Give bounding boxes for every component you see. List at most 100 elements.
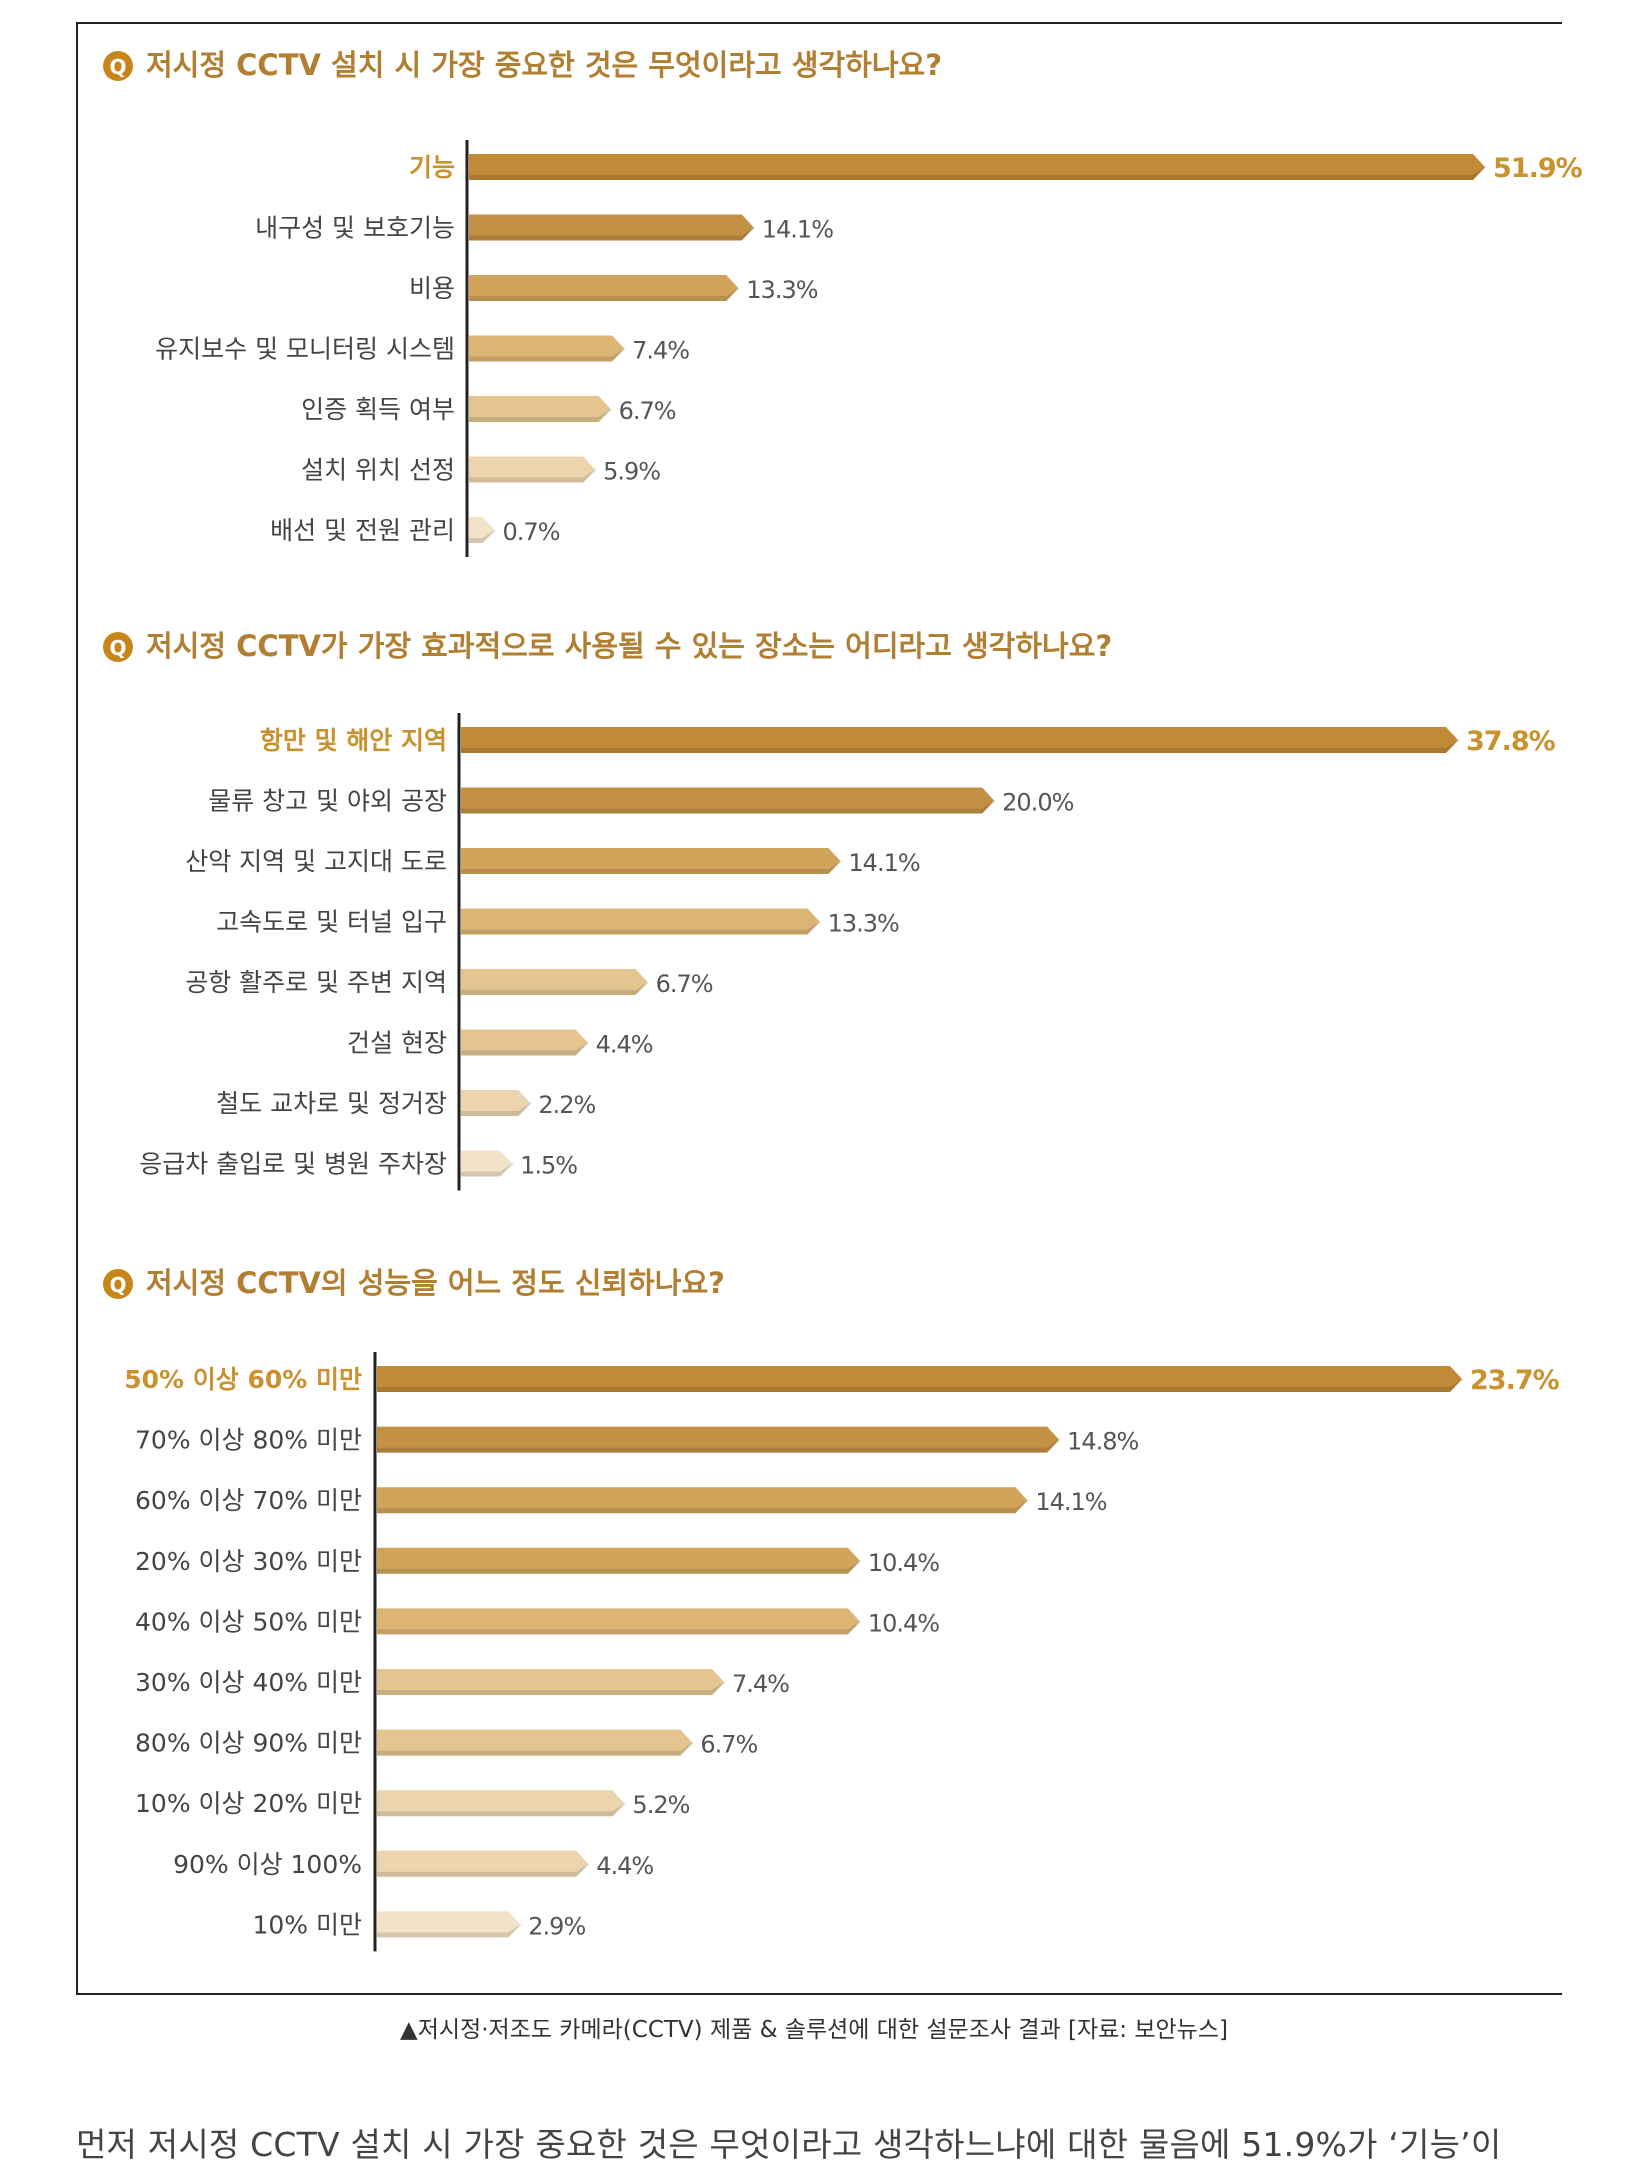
- bar-shadow: [469, 348, 627, 362]
- category-label: 인증 획득 여부: [301, 395, 455, 424]
- bar-shadow: [461, 800, 997, 814]
- value-label: 7.4%: [632, 337, 689, 365]
- category-label: 60% 이상 70% 미만: [135, 1486, 362, 1515]
- bar: [461, 727, 1458, 753]
- value-label: 5.2%: [632, 1791, 689, 1819]
- value-label: 6.7%: [700, 1731, 757, 1759]
- bar: [461, 1090, 531, 1116]
- bar-shadow: [461, 740, 1460, 753]
- q-circle-icon: [103, 632, 133, 662]
- category-label: 건설 현장: [347, 1029, 447, 1058]
- bar-shadow: [377, 1803, 627, 1817]
- bar: [377, 1669, 725, 1695]
- bar-shadow: [377, 1924, 523, 1938]
- bar-shadow: [377, 1500, 1030, 1514]
- bar: [469, 275, 739, 301]
- category-label: 응급차 출입로 및 병원 주차장: [139, 1150, 447, 1179]
- bar: [461, 969, 648, 995]
- bar-shadow: [469, 227, 756, 241]
- value-label: 23.7%: [1470, 1365, 1560, 1396]
- bar-shadow: [469, 167, 1487, 180]
- bar: [469, 456, 596, 483]
- survey-charts: Q 저시정 CCTV 설치 시 가장 중요한 것은 무엇이라고 생각하나요? 기능 5…: [103, 48, 1584, 1952]
- value-label: 5.9%: [603, 458, 660, 486]
- q-icon-letter: Q: [109, 55, 126, 79]
- bar: [461, 787, 995, 814]
- category-label: 20% 이상 30% 미만: [135, 1547, 362, 1576]
- bar: [377, 1426, 1060, 1453]
- bar-shadow: [377, 1682, 727, 1695]
- category-label: 40% 이상 50% 미만: [135, 1607, 362, 1636]
- category-label: 50% 이상 60% 미만: [124, 1365, 362, 1394]
- chart-title: 저시정 CCTV의 성능을 어느 정도 신뢰하나요?: [146, 1266, 725, 1300]
- bar-shadow: [377, 1863, 591, 1877]
- value-label: 14.1%: [848, 849, 919, 877]
- category-label: 항만 및 해안 지역: [260, 726, 447, 755]
- category-label: 유지보수 및 모니터링 시스템: [155, 335, 455, 364]
- value-label: 13.3%: [746, 276, 817, 304]
- bar-shadow: [377, 1560, 862, 1574]
- bar: [377, 1729, 693, 1756]
- bar: [377, 1366, 1462, 1392]
- bar-shadow: [469, 469, 598, 483]
- category-label: 기능: [409, 153, 455, 182]
- article-body-text: 먼저 저시정 CCTV 설치 시 가장 중요한 것은 무엇이라고 생각하느냐에 …: [76, 2125, 1502, 2164]
- bar-shadow: [461, 1163, 515, 1177]
- bar: [377, 1608, 860, 1635]
- bar: [461, 1150, 513, 1177]
- bar: [377, 1487, 1028, 1514]
- value-label: 4.4%: [596, 1852, 653, 1880]
- figure-frame: [76, 22, 1562, 1995]
- q-icon-letter: Q: [109, 636, 126, 660]
- value-label: 2.2%: [538, 1091, 595, 1119]
- category-label: 내구성 및 보호기능: [255, 214, 455, 243]
- category-label: 80% 이상 90% 미만: [135, 1729, 362, 1758]
- category-label: 비용: [409, 274, 455, 303]
- value-label: 10.4%: [868, 1609, 939, 1637]
- value-label: 14.8%: [1067, 1428, 1138, 1456]
- chart-title: 저시정 CCTV 설치 시 가장 중요한 것은 무엇이라고 생각하나요?: [146, 48, 942, 82]
- value-label: 0.7%: [503, 518, 560, 546]
- category-label: 10% 미만: [252, 1910, 362, 1939]
- category-label: 고속도로 및 터널 입구: [216, 908, 447, 937]
- category-label: 물류 창고 및 야외 공장: [208, 787, 447, 816]
- chart-title: 저시정 CCTV가 가장 효과적으로 사용될 수 있는 장소는 어디라고 생각하…: [146, 629, 1112, 663]
- bar-shadow: [461, 982, 650, 995]
- bar: [377, 1790, 625, 1817]
- q-circle-icon: [103, 51, 133, 81]
- q-circle-icon: [103, 1269, 133, 1299]
- bar-shadow: [461, 921, 822, 935]
- category-label: 산악 지역 및 고지대 도로: [185, 847, 447, 876]
- value-label: 6.7%: [656, 970, 713, 998]
- category-label: 배선 및 전원 관리: [270, 516, 455, 545]
- bar-shadow: [377, 1742, 695, 1756]
- bar-shadow: [469, 409, 613, 422]
- bar-shadow: [377, 1379, 1464, 1392]
- value-label: 37.8%: [1466, 726, 1556, 757]
- value-label: 20.0%: [1002, 789, 1073, 817]
- category-label: 30% 이상 40% 미만: [135, 1668, 362, 1697]
- bar-shadow: [377, 1621, 862, 1635]
- value-label: 1.5%: [520, 1152, 577, 1180]
- bar: [377, 1547, 860, 1574]
- value-label: 14.1%: [762, 216, 833, 244]
- bar-shadow: [469, 288, 741, 301]
- bar-shadow: [461, 1042, 590, 1056]
- value-label: 2.9%: [528, 1912, 585, 1940]
- bar-shadow: [377, 1439, 1062, 1453]
- category-label: 공항 활주로 및 주변 지역: [185, 968, 447, 997]
- bar: [469, 335, 625, 362]
- value-label: 13.3%: [828, 910, 899, 938]
- category-label: 설치 위치 선정: [301, 456, 455, 485]
- category-label: 철도 교차로 및 정거장: [216, 1089, 447, 1118]
- category-label: 10% 이상 20% 미만: [135, 1789, 362, 1818]
- value-label: 4.4%: [596, 1031, 653, 1059]
- bar-shadow: [469, 530, 497, 543]
- bar-shadow: [461, 1103, 533, 1116]
- figure-caption: ▲저시정·저조도 카메라(CCTV) 제품 & 솔루션에 대한 설문조사 결과 …: [400, 2017, 1228, 2043]
- bar: [469, 517, 495, 543]
- category-label: 90% 이상 100%: [173, 1850, 362, 1879]
- value-label: 10.4%: [868, 1549, 939, 1577]
- bar: [469, 154, 1485, 180]
- value-label: 14.1%: [1035, 1488, 1106, 1516]
